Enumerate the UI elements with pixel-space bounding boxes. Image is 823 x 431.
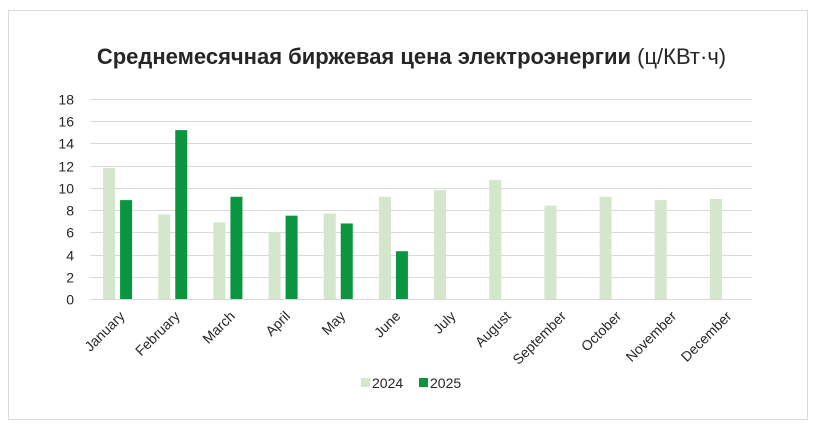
x-tick-label: March xyxy=(199,308,238,347)
bar-2025-june xyxy=(395,251,408,299)
x-tick-label: September xyxy=(509,308,569,368)
bar-2024-august xyxy=(489,180,502,299)
y-tick-label: 8 xyxy=(66,203,74,219)
y-tick-label: 2 xyxy=(66,270,74,286)
bar-2024-may xyxy=(323,213,336,299)
y-tick-label: 16 xyxy=(58,114,74,130)
bar-2025-may xyxy=(340,223,353,299)
bar-2024-september xyxy=(544,205,557,299)
legend-swatch xyxy=(361,378,370,387)
x-axis-ticks: January February March April May June July Augu… xyxy=(81,308,735,368)
bar-2024-december xyxy=(709,199,722,299)
bars xyxy=(103,130,722,299)
y-axis-ticks: 0 2 4 6 8 10 12 14 16 18 xyxy=(58,92,74,308)
x-tick-label: November xyxy=(622,308,679,365)
chart-title-main: Среднемесячная биржевая цена электроэнер… xyxy=(96,44,631,69)
x-tick-label: December xyxy=(678,308,735,365)
y-tick-label: 10 xyxy=(58,181,74,197)
gridlines xyxy=(90,99,752,300)
x-tick-label: January xyxy=(81,308,128,355)
legend: 2024 2025 xyxy=(361,375,461,391)
bar-2024-june xyxy=(378,196,391,299)
legend-label: 2024 xyxy=(372,375,403,391)
y-tick-label: 6 xyxy=(66,225,74,241)
bar-2025-february xyxy=(175,130,188,299)
chart-title-unit: (ц/КВт·ч) xyxy=(637,44,727,69)
chart-frame xyxy=(8,10,808,420)
legend-label: 2025 xyxy=(430,375,461,391)
bar-2025-january xyxy=(120,200,133,299)
x-tick-label: August xyxy=(472,308,514,350)
bar-2025-march xyxy=(230,196,243,299)
x-tick-label: October xyxy=(578,308,625,355)
x-tick-label: May xyxy=(318,308,348,338)
bar-2024-january xyxy=(103,167,116,299)
legend-swatch xyxy=(419,378,428,387)
x-tick-label: April xyxy=(262,308,293,339)
bar-2024-november xyxy=(654,200,667,299)
bar-2024-march xyxy=(213,222,226,299)
x-tick-label: June xyxy=(371,308,404,341)
y-tick-label: 18 xyxy=(58,92,74,108)
y-tick-label: 12 xyxy=(58,159,74,175)
x-tick-label: February xyxy=(132,308,183,359)
y-tick-label: 4 xyxy=(66,248,74,264)
y-tick-label: 0 xyxy=(66,292,74,308)
chart-title: Среднемесячная биржевая цена электроэнер… xyxy=(0,44,823,70)
bar-2024-october xyxy=(599,196,612,299)
bar-2024-april xyxy=(268,232,281,299)
bar-2024-july xyxy=(434,190,447,299)
bar-2025-april xyxy=(285,215,298,299)
y-tick-label: 14 xyxy=(58,136,74,152)
bar-2024-february xyxy=(158,214,171,299)
x-tick-label: July xyxy=(430,308,459,337)
